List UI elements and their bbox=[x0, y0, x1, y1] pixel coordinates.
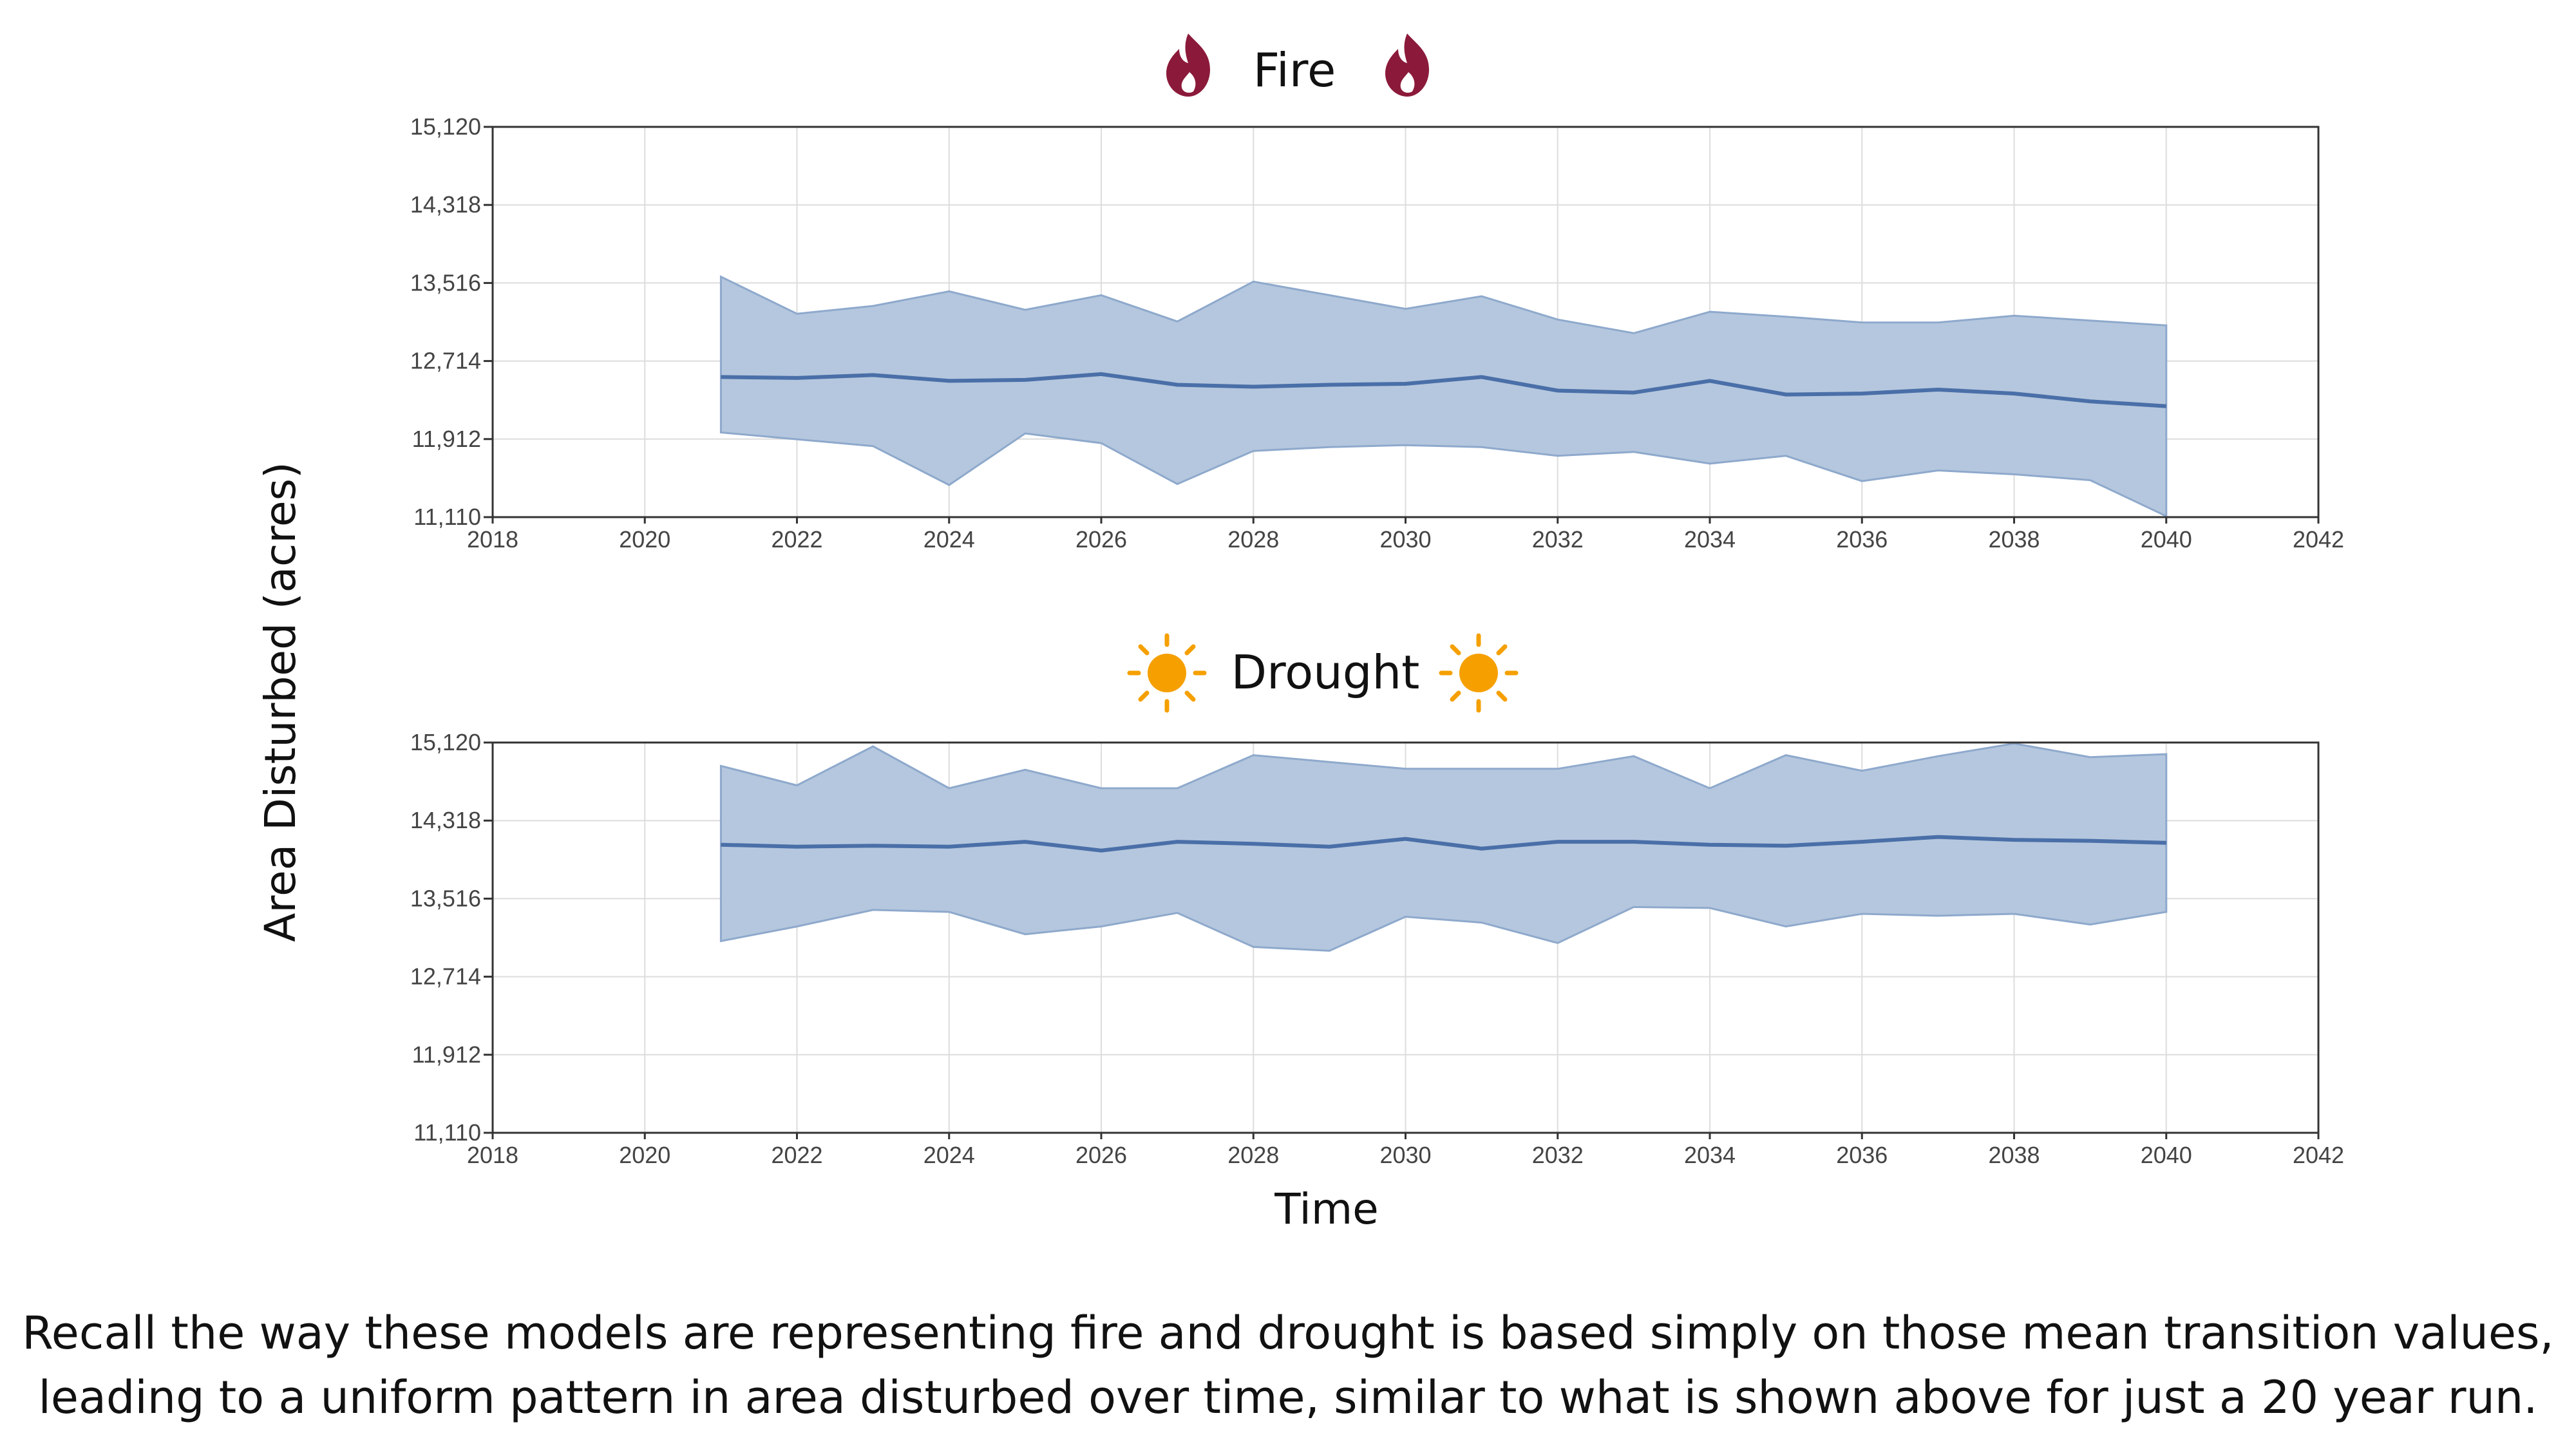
y-tick-label: 11,110 bbox=[413, 504, 481, 530]
y-tick-label: 14,318 bbox=[410, 191, 481, 218]
x-tick-label: 2024 bbox=[923, 526, 975, 553]
sun-icon bbox=[1439, 633, 1519, 713]
sun-icon bbox=[1127, 633, 1207, 713]
drought-plot: 2018 2020 2022 2024 2026 2028 2030 2032 2034 2036… bbox=[410, 729, 2344, 1168]
y-tick-label: 11,912 bbox=[412, 1041, 481, 1068]
y-tick-label: 12,714 bbox=[410, 963, 481, 990]
x-tick-label: 2038 bbox=[1988, 526, 2040, 553]
y-axis-label: Area Disturbed (acres) bbox=[256, 462, 305, 942]
x-tick-label: 2026 bbox=[1075, 1142, 1127, 1168]
flame-icon bbox=[1166, 33, 1210, 97]
x-tick-label: 2028 bbox=[1227, 526, 1279, 553]
x-tick-label: 2022 bbox=[771, 526, 822, 553]
x-tick-label: 2032 bbox=[1532, 1142, 1584, 1168]
mean-line bbox=[721, 835, 2166, 853]
plot-frame bbox=[491, 126, 2320, 518]
x-tick-label: 2018 bbox=[467, 1142, 518, 1168]
y-tick-label: 11,912 bbox=[412, 426, 481, 452]
y-tick-label: 13,516 bbox=[410, 885, 481, 911]
x-tick-label: 2034 bbox=[1684, 1142, 1736, 1168]
x-tick-label: 2042 bbox=[2293, 1142, 2344, 1168]
plot-frame bbox=[491, 741, 2320, 1134]
x-tick-label: 2026 bbox=[1075, 526, 1127, 553]
x-tick-label: 2024 bbox=[923, 1142, 975, 1168]
y-tick-label: 13,516 bbox=[410, 269, 481, 296]
y-tick-label: 11,110 bbox=[413, 1119, 481, 1146]
x-tick-label: 2040 bbox=[2141, 1142, 2192, 1168]
x-tick-label: 2034 bbox=[1684, 526, 1736, 553]
flame-icon bbox=[1385, 33, 1429, 97]
range-band bbox=[719, 742, 2168, 952]
x-tick-label: 2032 bbox=[1532, 526, 1584, 553]
x-tick-label: 2022 bbox=[771, 1142, 822, 1168]
x-tick-label: 2020 bbox=[619, 1142, 670, 1168]
x-tick-label: 2018 bbox=[467, 526, 518, 553]
chart-title-fire: Fire bbox=[1253, 43, 1336, 97]
drought-chart-title: Drought bbox=[1127, 633, 1519, 713]
x-tick-label: 2042 bbox=[2293, 526, 2344, 553]
x-tick-label: 2040 bbox=[2141, 526, 2192, 553]
y-tick-label: 15,120 bbox=[410, 729, 481, 755]
mean-line bbox=[721, 372, 2166, 408]
x-tick-label: 2036 bbox=[1836, 526, 1888, 553]
range-band bbox=[719, 275, 2168, 518]
x-tick-label: 2038 bbox=[1988, 1142, 2040, 1168]
fire-chart-title: Fire bbox=[1166, 33, 1429, 97]
caption-line-2: leading to a uniform pattern in area dis… bbox=[38, 1371, 2538, 1424]
y-tick-label: 14,318 bbox=[410, 807, 481, 833]
fire-plot: 2018 2020 2022 2024 2026 2028 2030 2032 2034 2036… bbox=[410, 113, 2344, 553]
x-axis-label: Time bbox=[1274, 1184, 1379, 1234]
caption-line-1: Recall the way these models are represen… bbox=[22, 1307, 2554, 1359]
y-tick-label: 12,714 bbox=[410, 348, 481, 374]
x-tick-label: 2030 bbox=[1379, 526, 1431, 553]
x-tick-label: 2036 bbox=[1836, 1142, 1888, 1168]
x-tick-label: 2020 bbox=[619, 526, 670, 553]
x-tick-label: 2030 bbox=[1379, 1142, 1431, 1168]
y-tick-label: 15,120 bbox=[410, 113, 481, 140]
x-tick-label: 2028 bbox=[1227, 1142, 1279, 1168]
chart-title-drought: Drought bbox=[1231, 645, 1420, 699]
